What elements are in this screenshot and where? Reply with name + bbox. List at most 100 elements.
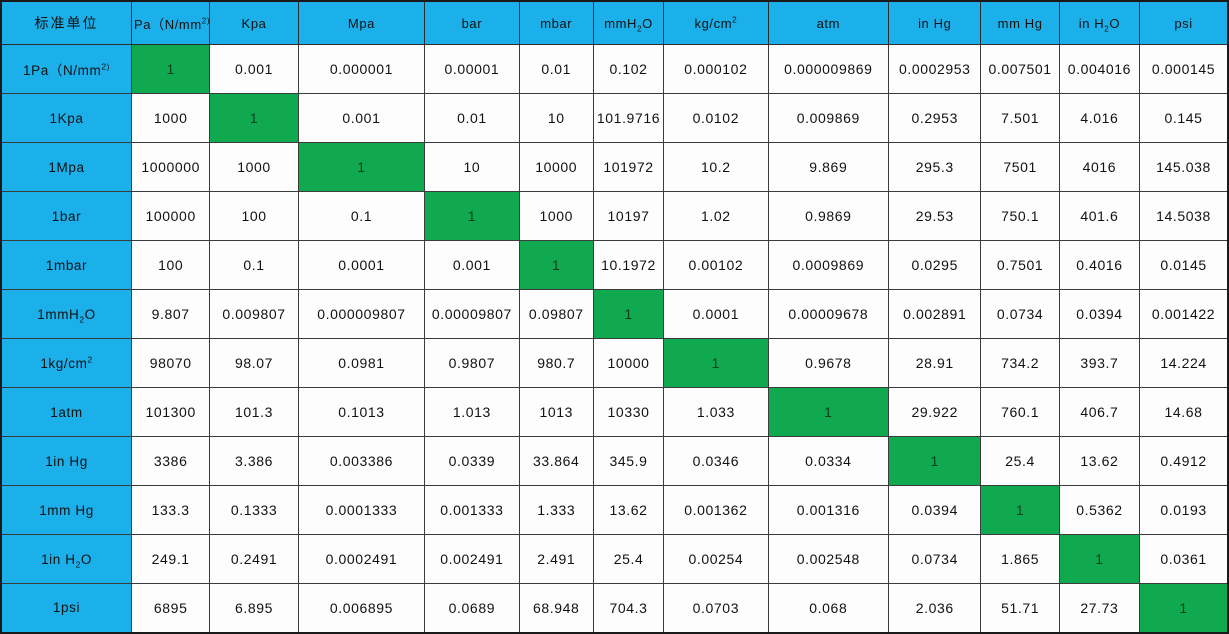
cell-mmhg-to-mpa: 0.0001333	[297, 485, 426, 535]
cell-mpa-to-kgcm2: 10.2	[663, 142, 769, 192]
cell-kgcm2-to-bar: 0.9807	[424, 338, 520, 388]
cell-atm-to-mmhg: 760.1	[980, 387, 1060, 437]
cell-inhg-to-kgcm2: 0.0346	[663, 436, 769, 486]
cell-mmhg-to-mbar: 1.333	[518, 485, 594, 535]
cell-mmh2o-to-mpa: 0.000009807	[297, 289, 426, 339]
cell-inh2o-to-atm: 0.002548	[767, 534, 890, 584]
column-header-mmhg: mm Hg	[980, 0, 1060, 45]
cell-atm-to-inhg: 29.922	[888, 387, 982, 437]
cell-kgcm2-to-inh2o: 393.7	[1058, 338, 1141, 388]
cell-mmhg-to-psi: 0.0193	[1139, 485, 1229, 535]
row-label-mpa: 1Mpa	[0, 142, 133, 192]
cell-kgcm2-to-mbar: 980.7	[518, 338, 594, 388]
cell-kgcm2-to-mmh2o: 10000	[592, 338, 665, 388]
cell-atm-to-kgcm2: 1.033	[663, 387, 769, 437]
cell-identity-mmh2o: 1	[592, 289, 665, 339]
column-header-kpa: Kpa	[209, 0, 299, 45]
cell-identity-mbar: 1	[518, 240, 594, 290]
table-row: 1Pa（N/mm2) 1 0.001 0.000001 0.00001 0.01 0.102…	[0, 44, 1229, 94]
table-row: 1mmH2O 9.807 0.009807 0.000009807 0.00009807…	[0, 289, 1229, 339]
cell-mmhg-to-mmh2o: 13.62	[592, 485, 665, 535]
cell-mmhg-to-pa: 133.3	[131, 485, 211, 535]
column-header-mpa: Mpa	[297, 0, 426, 45]
cell-bar-to-psi: 14.5038	[1139, 191, 1229, 241]
cell-mmh2o-to-inhg: 0.002891	[888, 289, 982, 339]
cell-mpa-to-mmh2o: 101972	[592, 142, 665, 192]
row-label-psi: 1psi	[0, 583, 133, 633]
cell-bar-to-kpa: 100	[209, 191, 299, 241]
cell-atm-to-bar: 1.013	[424, 387, 520, 437]
row-label-mmhg: 1mm Hg	[0, 485, 133, 535]
cell-kpa-to-mbar: 10	[518, 93, 594, 143]
cell-inh2o-to-kgcm2: 0.00254	[663, 534, 769, 584]
cell-mbar-to-atm: 0.0009869	[767, 240, 890, 290]
table-head: 标准单位 Pa（N/mm2) Kpa Mpa bar mbar mmH2O kg/cm2 at…	[0, 0, 1229, 45]
column-header-kgcm2: kg/cm2	[663, 0, 769, 45]
row-label-pa: 1Pa（N/mm2)	[0, 44, 133, 94]
cell-kgcm2-to-pa: 98070	[131, 338, 211, 388]
cell-identity-psi: 1	[1139, 583, 1229, 633]
cell-inhg-to-mbar: 33.864	[518, 436, 594, 486]
cell-mpa-to-inh2o: 4016	[1058, 142, 1141, 192]
column-header-bar: bar	[424, 0, 520, 45]
column-header-mbar: mbar	[518, 0, 594, 45]
cell-mmh2o-to-psi: 0.001422	[1139, 289, 1229, 339]
cell-psi-to-bar: 0.0689	[424, 583, 520, 633]
cell-identity-kgcm2: 1	[663, 338, 769, 388]
cell-mmh2o-to-mmhg: 0.0734	[980, 289, 1060, 339]
cell-atm-to-psi: 14.68	[1139, 387, 1229, 437]
column-header-mmh2o: mmH2O	[592, 0, 665, 45]
cell-mpa-to-inhg: 295.3	[888, 142, 982, 192]
cell-inh2o-to-psi: 0.0361	[1139, 534, 1229, 584]
cell-mbar-to-mmhg: 0.7501	[980, 240, 1060, 290]
cell-bar-to-inhg: 29.53	[888, 191, 982, 241]
cell-inhg-to-mmhg: 25.4	[980, 436, 1060, 486]
cell-atm-to-mbar: 1013	[518, 387, 594, 437]
table-row: 1Mpa 1000000 1000 1 10 10000 101972 10.2 9.869 29…	[0, 142, 1229, 192]
cell-kpa-to-psi: 0.145	[1139, 93, 1229, 143]
cell-atm-to-kpa: 101.3	[209, 387, 299, 437]
cell-mmhg-to-kpa: 0.1333	[209, 485, 299, 535]
cell-kpa-to-inh2o: 4.016	[1058, 93, 1141, 143]
cell-inh2o-to-kpa: 0.2491	[209, 534, 299, 584]
cell-bar-to-mpa: 0.1	[297, 191, 426, 241]
cell-pa-to-atm: 0.000009869	[767, 44, 890, 94]
table-body: 1Pa（N/mm2) 1 0.001 0.000001 0.00001 0.01 0.102…	[0, 44, 1229, 633]
cell-psi-to-mmh2o: 704.3	[592, 583, 665, 633]
cell-bar-to-atm: 0.9869	[767, 191, 890, 241]
cell-pa-to-inh2o: 0.004016	[1058, 44, 1141, 94]
cell-kgcm2-to-psi: 14.224	[1139, 338, 1229, 388]
cell-inh2o-to-pa: 249.1	[131, 534, 211, 584]
row-label-kpa: 1Kpa	[0, 93, 133, 143]
cell-mbar-to-inhg: 0.0295	[888, 240, 982, 290]
cell-psi-to-atm: 0.068	[767, 583, 890, 633]
row-label-kgcm2: 1kg/cm2	[0, 338, 133, 388]
cell-pa-to-mmh2o: 0.102	[592, 44, 665, 94]
cell-atm-to-mmh2o: 10330	[592, 387, 665, 437]
table-row: 1in Hg 3386 3.386 0.003386 0.0339 33.864 345.9…	[0, 436, 1229, 486]
cell-kpa-to-mmh2o: 101.9716	[592, 93, 665, 143]
cell-mbar-to-kpa: 0.1	[209, 240, 299, 290]
cell-inhg-to-inh2o: 13.62	[1058, 436, 1141, 486]
cell-bar-to-mmhg: 750.1	[980, 191, 1060, 241]
table-header-row: 标准单位 Pa（N/mm2) Kpa Mpa bar mbar mmH2O kg/cm2 at…	[0, 0, 1229, 45]
cell-mmh2o-to-inh2o: 0.0394	[1058, 289, 1141, 339]
cell-pa-to-mmhg: 0.007501	[980, 44, 1060, 94]
header-corner-standard-unit: 标准单位	[0, 0, 133, 45]
cell-kgcm2-to-inhg: 28.91	[888, 338, 982, 388]
cell-mmh2o-to-mbar: 0.09807	[518, 289, 594, 339]
cell-psi-to-kgcm2: 0.0703	[663, 583, 769, 633]
cell-mmh2o-to-atm: 0.00009678	[767, 289, 890, 339]
cell-pa-to-kgcm2: 0.000102	[663, 44, 769, 94]
cell-kgcm2-to-mpa: 0.0981	[297, 338, 426, 388]
cell-kpa-to-bar: 0.01	[424, 93, 520, 143]
cell-mpa-to-bar: 10	[424, 142, 520, 192]
cell-kpa-to-pa: 1000	[131, 93, 211, 143]
cell-identity-mpa: 1	[297, 142, 426, 192]
cell-mmhg-to-bar: 0.001333	[424, 485, 520, 535]
cell-mpa-to-psi: 145.038	[1139, 142, 1229, 192]
cell-kgcm2-to-mmhg: 734.2	[980, 338, 1060, 388]
row-label-bar: 1bar	[0, 191, 133, 241]
cell-mpa-to-mmhg: 7501	[980, 142, 1060, 192]
cell-mpa-to-mbar: 10000	[518, 142, 594, 192]
